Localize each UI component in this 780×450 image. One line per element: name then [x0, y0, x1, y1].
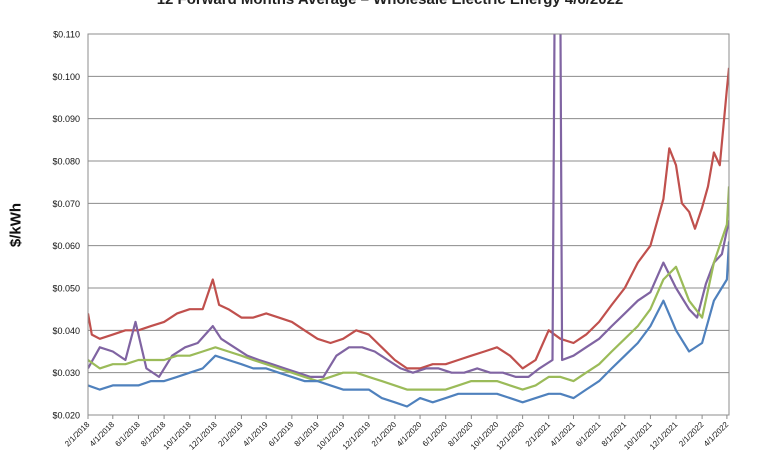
y-tick-label: $0.030	[52, 368, 80, 378]
x-tick-label: 4/1/2022	[702, 420, 731, 449]
series-line-2	[88, 34, 729, 378]
x-tick-label: 12/1/2020	[495, 420, 527, 450]
series-line-3	[88, 186, 729, 391]
y-tick-label: $0.050	[52, 284, 80, 294]
x-tick-label: 6/1/2020	[421, 420, 450, 449]
x-tick-label: 6/1/2018	[113, 420, 142, 449]
chart-title: 12 Forward Months Average – Wholesale El…	[0, 0, 780, 8]
x-tick-label: 12/1/2018	[187, 420, 219, 450]
y-tick-label: $0.060	[52, 241, 80, 251]
gridlines	[88, 33, 729, 416]
x-tick-label: 4/1/2019	[241, 420, 270, 449]
y-tick-label: $0.040	[52, 326, 80, 336]
series-line-4	[88, 241, 729, 408]
series-line-1	[88, 67, 729, 370]
y-tick-label: $0.100	[52, 72, 80, 82]
y-tick-labels: $0.020 $0.030 $0.040 $0.050 $0.060 $0.070 $0.0…	[52, 30, 80, 421]
x-tick-label: 12/1/2021	[648, 420, 680, 450]
x-tick-label: 2/1/2018	[63, 420, 92, 449]
x-tick-label: 12/1/2019	[341, 420, 373, 450]
y-tick-label: $0.080	[52, 157, 80, 167]
x-tick-label: 6/1/2019	[267, 420, 296, 449]
x-tick-label: 2/1/2019	[216, 420, 245, 449]
plot-frame	[87, 33, 730, 416]
x-tick-label: 4/1/2020	[395, 420, 424, 449]
series-layer	[88, 34, 729, 408]
y-tick-label: $0.020	[52, 411, 80, 421]
x-tick-labels: 2/1/20184/1/20186/1/20188/1/201810/1/201…	[63, 415, 731, 450]
x-tick-label: 4/1/2021	[549, 420, 578, 449]
y-tick-label: $0.090	[52, 114, 80, 124]
x-tick-label: 2/1/2021	[524, 420, 553, 449]
x-tick-label: 2/1/2020	[370, 420, 399, 449]
y-tick-label: $0.110	[53, 30, 80, 40]
x-tick-label: 4/1/2018	[88, 420, 117, 449]
x-tick-label: 6/1/2021	[574, 420, 603, 449]
x-tick-label: 2/1/2022	[677, 420, 706, 449]
y-tick-label: $0.070	[52, 199, 80, 209]
